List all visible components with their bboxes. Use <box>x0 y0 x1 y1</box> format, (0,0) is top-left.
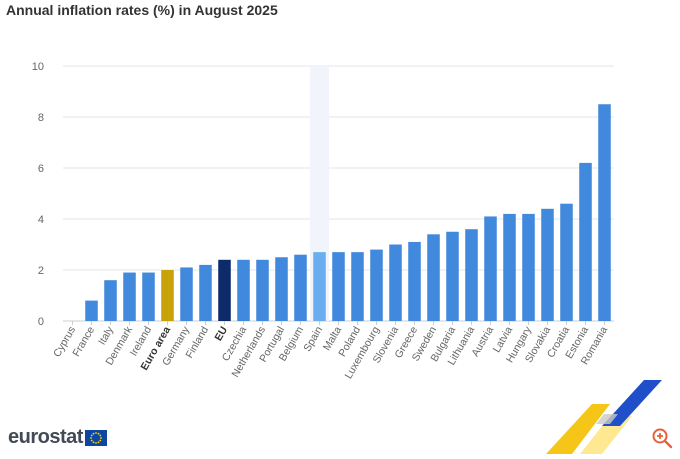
bar-netherlands[interactable] <box>256 259 269 321</box>
bar-romania[interactable] <box>598 104 611 321</box>
bar-italy[interactable] <box>104 280 117 321</box>
bar-france[interactable] <box>85 300 98 321</box>
bar-spain[interactable] <box>313 252 326 321</box>
bar-austria[interactable] <box>484 216 497 321</box>
bar-hungary[interactable] <box>522 213 535 321</box>
x-tick-label: EU <box>212 325 230 344</box>
bar-belgium[interactable] <box>294 254 307 321</box>
y-axis-ticks: 0 2 4 6 8 10 <box>32 61 44 328</box>
y-tick-label: 4 <box>38 214 44 226</box>
bar-croatia[interactable] <box>560 203 573 321</box>
x-tick-label: Spain <box>301 324 325 353</box>
bar-slovenia[interactable] <box>389 244 402 322</box>
y-tick-label: 0 <box>38 316 44 328</box>
y-tick-label: 2 <box>38 265 44 277</box>
bar-finland[interactable] <box>199 264 212 321</box>
bar-bulgaria[interactable] <box>446 231 459 321</box>
chart-title: Annual inflation rates (%) in August 202… <box>6 2 278 18</box>
logo-text: eurostat <box>8 426 83 448</box>
y-tick-label: 10 <box>32 61 44 73</box>
bar-chart: 0 2 4 6 8 10 CyprusFranceItalyDenmarkIrelandE… <box>32 61 614 381</box>
bars <box>85 104 611 321</box>
bar-estonia[interactable] <box>579 162 592 321</box>
zoom-icon[interactable] <box>650 426 674 455</box>
bar-slovakia[interactable] <box>541 208 554 321</box>
eurostat-logo: eurostat <box>8 426 107 449</box>
bar-ireland[interactable] <box>142 272 155 321</box>
y-tick-label: 6 <box>38 163 44 175</box>
bar-sweden[interactable] <box>427 234 440 321</box>
bar-latvia[interactable] <box>503 213 516 321</box>
bar-czechia[interactable] <box>237 259 250 321</box>
bar-poland[interactable] <box>351 252 364 321</box>
bar-malta[interactable] <box>332 252 345 321</box>
bar-portugal[interactable] <box>275 257 288 321</box>
eu-flag-icon <box>84 429 107 446</box>
bar-germany[interactable] <box>180 267 193 321</box>
bar-euro-area[interactable] <box>161 270 174 321</box>
bar-eu[interactable] <box>218 259 231 321</box>
bar-luxembourg[interactable] <box>370 249 383 321</box>
bar-greece[interactable] <box>408 241 421 321</box>
y-tick-label: 8 <box>38 112 44 124</box>
bar-denmark[interactable] <box>123 272 136 321</box>
eurostat-swoosh-graphic <box>540 376 670 459</box>
bar-lithuania[interactable] <box>465 229 478 321</box>
